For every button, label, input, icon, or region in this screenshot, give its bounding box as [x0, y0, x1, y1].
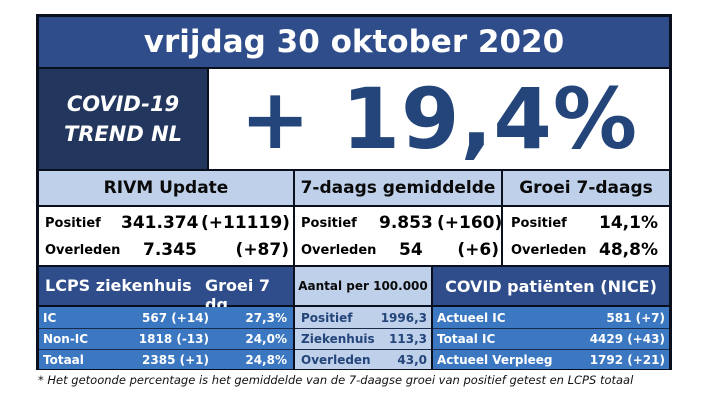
lcps-row-growth: 24,0% [245, 332, 287, 346]
avg7-overleden-label: Overleden [301, 242, 377, 258]
rivm-panel: Positief 341.374 (+11119) Overleden 7.34… [39, 207, 293, 265]
trend-label-line2: TREND NL [63, 122, 183, 146]
nice-row-value: 581 (+7) [606, 311, 665, 325]
table-row: Overleden 43,0 [301, 350, 427, 370]
avg7-overleden-delta: (+6) [457, 240, 499, 260]
avg7-overleden-value: 54 [399, 240, 423, 260]
trend-label-line1: COVID-19 [66, 92, 180, 116]
per100k-row-value: 1996,3 [380, 311, 427, 325]
trend-value: + 19,4% [239, 70, 639, 168]
dashboard-frame: vrijdag 30 oktober 2020 COVID-19 TREND N… [36, 14, 672, 370]
lcps-row-value: 1818 (-13) [138, 332, 209, 346]
nice-header: COVID patiënten (NICE) [433, 267, 669, 305]
table-row: Totaal IC 4429 (+43) [437, 329, 665, 349]
per100k-row-label: Overleden [301, 353, 371, 367]
avg7-header: 7-daags gemiddelde [295, 171, 501, 205]
avg7-positief-label: Positief [301, 215, 357, 231]
table-row: Ziekenhuis 113,3 [301, 329, 427, 349]
nice-row-label: Actueel IC [437, 311, 506, 325]
nice-row-label: Actueel Verpleeg [437, 353, 553, 367]
table-row: IC 567 (+14) 27,3% [43, 308, 289, 328]
growth7-header: Groei 7-daags [503, 171, 669, 205]
nice-row-value: 1792 (+21) [589, 353, 665, 367]
lcps-row-label: Non-IC [43, 332, 89, 346]
per100k-row-value: 113,3 [389, 332, 427, 346]
rivm-header: RIVM Update [39, 171, 293, 205]
rivm-overleden-label: Overleden [45, 242, 121, 258]
per100k-row-value: 43,0 [397, 353, 427, 367]
rivm-overleden-delta: (+87) [235, 240, 289, 260]
rivm-positief-value: 341.374 [121, 213, 199, 233]
nice-row-value: 4429 (+43) [589, 332, 665, 346]
per100k-row-label: Ziekenhuis [301, 332, 375, 346]
footnote: * Het getoonde percentage is het gemidde… [38, 373, 634, 387]
table-row: Non-IC 1818 (-13) 24,0% [43, 329, 289, 349]
per100k-table: Positief 1996,3 Ziekenhuis 113,3 Overled… [295, 307, 431, 369]
trend-value-panel: + 19,4% [209, 69, 669, 169]
per100k-header: Aantal per 100.000 [295, 267, 431, 305]
growth7-panel: Positief 14,1% Overleden 48,8% [503, 207, 669, 265]
growth7-positief-label: Positief [511, 215, 567, 231]
lcps-table: IC 567 (+14) 27,3% Non-IC 1818 (-13) 24,… [39, 307, 293, 369]
growth7-positief-value: 14,1% [599, 213, 658, 233]
lcps-header: LCPS ziekenhuis [45, 276, 192, 295]
table-row: Totaal 2385 (+1) 24,8% [43, 350, 289, 370]
lcps-row-label: IC [43, 311, 57, 325]
nice-table: Actueel IC 581 (+7) Totaal IC 4429 (+43)… [433, 307, 669, 369]
per100k-row-label: Positief [301, 311, 353, 325]
table-row: Positief 1996,3 [301, 308, 427, 328]
growth7-overleden-value: 48,8% [599, 240, 658, 260]
table-row: Actueel IC 581 (+7) [437, 308, 665, 328]
avg7-positief-value: 9.853 [379, 213, 433, 233]
avg7-positief-delta: (+160) [437, 213, 503, 233]
lcps-row-value: 2385 (+1) [142, 353, 209, 367]
nice-row-label: Totaal IC [437, 332, 496, 346]
rivm-overleden-value: 7.345 [143, 240, 197, 260]
lcps-row-growth: 27,3% [245, 311, 287, 325]
avg7-panel: Positief 9.853 (+160) Overleden 54 (+6) [295, 207, 503, 265]
lcps-row-growth: 24,8% [245, 353, 287, 367]
table-row: Actueel Verpleeg 1792 (+21) [437, 350, 665, 370]
rivm-positief-label: Positief [45, 215, 101, 231]
lcps-row-label: Totaal [43, 353, 84, 367]
growth7-overleden-label: Overleden [511, 242, 587, 258]
trend-label: COVID-19 TREND NL [39, 69, 207, 169]
lcps-header-bar: LCPS ziekenhuis Groei 7 dg [39, 267, 293, 314]
lcps-row-value: 567 (+14) [142, 311, 209, 325]
date-title: vrijdag 30 oktober 2020 [39, 17, 669, 67]
rivm-positief-delta: (+11119) [201, 213, 290, 233]
